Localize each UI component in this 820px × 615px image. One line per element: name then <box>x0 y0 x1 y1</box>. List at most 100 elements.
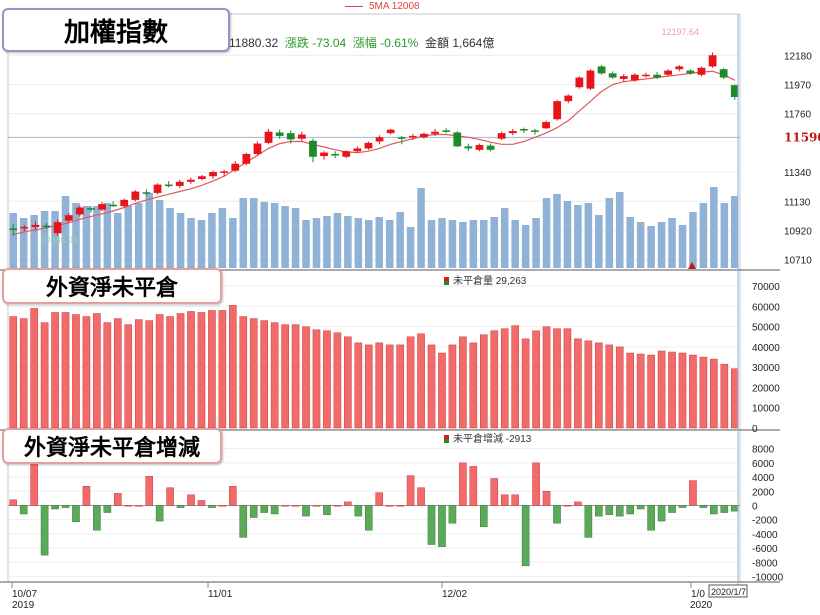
candle-body <box>275 132 284 136</box>
candle-body <box>420 133 428 138</box>
oi-bar <box>229 305 237 429</box>
y-tick-label: 30000 <box>752 363 780 374</box>
oi-bar <box>417 333 425 429</box>
candle-body <box>164 184 173 187</box>
oi-change-title: 外資淨未平倉增減 <box>2 428 222 464</box>
oi-change-bar <box>668 505 676 513</box>
highlight-price-label: 11590 <box>784 130 820 144</box>
oi-bar <box>542 326 551 429</box>
oi-change-bar <box>584 505 593 538</box>
volume-bar <box>249 198 258 268</box>
candle-body <box>531 130 539 132</box>
candle-body <box>575 77 584 88</box>
volume-bar <box>218 208 227 268</box>
oi-change-bar <box>511 494 519 506</box>
chg-legend: 未平倉增減 -2913 <box>453 434 532 445</box>
volume-bar <box>19 218 28 268</box>
oi-change-bar <box>333 505 342 507</box>
candle-body <box>42 225 51 228</box>
candle-body <box>87 208 95 210</box>
oi-change-bar <box>72 505 80 523</box>
oi-change-bar <box>385 505 394 507</box>
candle-body <box>642 74 650 77</box>
candle-body <box>397 137 406 139</box>
volume-bar <box>291 208 300 268</box>
candle-body <box>131 191 140 200</box>
volume-bar <box>511 220 519 268</box>
amount-label: 金額 <box>424 36 449 50</box>
oi-bar <box>166 316 174 429</box>
volume-bar <box>689 212 697 268</box>
cursor-date-label: 2020/1/7 <box>711 587 746 597</box>
candle-body <box>586 70 595 89</box>
oi-bar <box>51 312 59 429</box>
close-value: 11880.32 <box>229 36 279 50</box>
candle-body <box>142 192 151 194</box>
oi-bar <box>124 324 133 429</box>
oi-bar <box>385 344 394 429</box>
max-price-annotation: 12197.64 <box>661 27 699 37</box>
candle-body <box>297 134 306 139</box>
oi-bar <box>459 336 467 429</box>
candle-body <box>286 133 295 140</box>
x-tick-label: 10/07 <box>12 589 37 600</box>
candle-body <box>109 204 118 207</box>
oi-change-bar <box>406 475 415 506</box>
candle-body <box>342 151 351 157</box>
volume-bar <box>553 194 561 268</box>
oi-change-bar <box>302 505 310 517</box>
y-tick-label: 10000 <box>752 404 780 415</box>
oi-bar <box>82 316 91 429</box>
y-tick-label: 12180 <box>784 51 812 62</box>
oi-bar <box>490 330 499 429</box>
oi-bar <box>103 322 112 429</box>
volume-bar <box>229 218 237 268</box>
oi-change-bar <box>448 505 457 524</box>
x-tick-label: 1/0 <box>691 589 705 600</box>
volume-bar <box>260 202 268 268</box>
oi-change-bar <box>249 505 258 518</box>
oi-change-bar <box>647 505 655 531</box>
oi-change-bar <box>208 505 216 508</box>
oi-bar <box>574 338 582 429</box>
oi-legend: 未平倉量 29,263 <box>453 276 527 287</box>
oi-change-bar <box>197 500 206 506</box>
pct-value: -0.61% <box>380 36 419 50</box>
volume-bar <box>480 220 488 268</box>
oi-change-bar <box>103 505 112 513</box>
volume-bar <box>124 206 133 268</box>
volume-bar <box>647 226 655 268</box>
oi-bar <box>511 325 519 429</box>
volume-bar <box>93 206 101 268</box>
oi-bar <box>61 312 70 429</box>
oi-bar <box>187 311 195 429</box>
candle-body <box>331 154 340 156</box>
candle-body <box>597 66 606 74</box>
oi-change-bar <box>113 493 122 506</box>
y-tick-label: 60000 <box>752 302 780 313</box>
candle-body <box>442 130 451 132</box>
oi-bar <box>134 319 143 429</box>
oi-bar <box>239 316 248 429</box>
oi-change-bar <box>427 505 436 545</box>
volume-bar <box>657 222 666 268</box>
oi-bar <box>375 342 384 429</box>
y-tick-label: -6000 <box>752 544 778 555</box>
volume-bar <box>448 220 457 268</box>
cursor-date-box <box>708 584 748 598</box>
y-tick-label: -2000 <box>752 516 778 527</box>
oi-bar <box>364 344 373 429</box>
oi-change-bar <box>574 501 582 506</box>
candle-body <box>75 207 84 215</box>
oi-change-bar <box>636 505 645 510</box>
y-tick-label: -4000 <box>752 530 778 541</box>
oi-bar <box>113 318 122 429</box>
oi-bar <box>72 314 80 429</box>
oi-bar <box>521 338 530 429</box>
oi-change-bar <box>270 505 279 515</box>
chg-legend-marker <box>444 435 449 444</box>
oi-change-bar <box>595 505 603 517</box>
y-tick-label: 10710 <box>784 256 812 267</box>
